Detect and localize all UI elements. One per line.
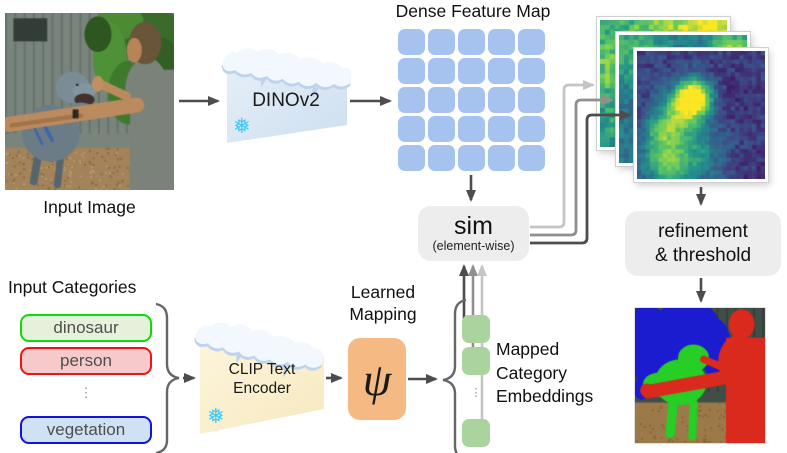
feature-cell — [398, 29, 425, 55]
similarity-map-front — [633, 47, 769, 183]
snowflake-icon: ❅ — [207, 404, 225, 428]
feature-cell — [428, 29, 455, 55]
psi-symbol: ψ — [362, 353, 392, 405]
segmentation-output — [634, 307, 766, 444]
feature-cell — [428, 145, 455, 171]
clip-label-line1: CLIP Text — [228, 361, 296, 378]
embedding-cell-2 — [462, 347, 490, 375]
embedding-cell-1 — [462, 315, 490, 343]
mapped-embeddings-line2: Category — [496, 362, 568, 383]
feature-cell — [488, 29, 515, 55]
category-label: vegetation — [46, 420, 126, 439]
dinov2-banner-shape — [221, 48, 352, 143]
sim-sublabel: (element-wise) — [432, 239, 515, 253]
category-label: person — [60, 351, 112, 370]
categories-ellipsis: ⋮ — [79, 385, 93, 400]
snowflake-icon: ❅ — [233, 114, 251, 138]
feature-cell — [518, 29, 545, 55]
feature-cell — [458, 29, 485, 55]
refinement-threshold-block: refinement & threshold — [625, 211, 781, 276]
snow-cap — [194, 322, 324, 378]
feature-cell — [428, 58, 455, 84]
clip-text-encoder-block: CLIP Text Encoder ❅ — [192, 316, 332, 442]
mapped-embeddings-line1: Mapped — [496, 339, 560, 359]
categories-brace — [155, 302, 180, 453]
feature-cell — [398, 58, 425, 84]
learned-mapping-line1: Learned — [350, 282, 416, 302]
psi-mapping-block: ψ — [348, 338, 406, 420]
feature-cell — [518, 87, 545, 113]
feature-cell — [488, 116, 515, 142]
feature-cell — [398, 145, 425, 171]
mapped-embeddings-label: Mapped Category Embeddings — [496, 338, 593, 409]
mapped-embeddings-line3: Embeddings — [496, 386, 594, 406]
dense-feature-grid — [398, 29, 545, 171]
input-categories-title: Input Categories — [8, 277, 137, 297]
feature-cell — [458, 87, 485, 113]
similarity-heatmap-canvas — [637, 51, 765, 179]
category-box-person: person — [20, 347, 152, 375]
feature-cell — [428, 87, 455, 113]
feature-cell — [458, 116, 485, 142]
dinov2-encoder-block: DINOv2 ❅ — [220, 28, 352, 152]
learned-mapping-line2: Mapping — [349, 304, 417, 324]
sim-label: sim — [454, 212, 493, 240]
feature-cell — [518, 116, 545, 142]
learned-mapping-label: Learned Mapping — [338, 281, 428, 325]
snow-cap — [221, 48, 352, 99]
feature-cell — [488, 145, 515, 171]
feature-cell — [398, 87, 425, 113]
category-box-dinosaur: dinosaur — [20, 314, 152, 342]
input-photo — [5, 13, 174, 190]
feature-cell — [428, 116, 455, 142]
feature-cell — [488, 58, 515, 84]
embedding-cell-3 — [462, 419, 490, 447]
category-label: dinosaur — [53, 318, 119, 337]
feature-cell — [398, 116, 425, 142]
sim-block: sim (element-wise) — [418, 206, 529, 261]
input-image-label: Input Image — [43, 197, 136, 217]
feature-cell — [488, 87, 515, 113]
refinement-line2: & threshold — [654, 244, 752, 266]
feature-cell — [518, 58, 545, 84]
feature-cell — [518, 145, 545, 171]
category-box-vegetation: vegetation — [20, 416, 152, 444]
clip-encoder-label: CLIP Text Encoder — [192, 360, 332, 398]
clip-banner-shape — [194, 322, 324, 434]
refinement-line1: refinement — [658, 221, 748, 242]
dense-feature-map-title: Dense Feature Map — [395, 1, 551, 21]
feature-cell — [458, 58, 485, 84]
clip-label-line2: Encoder — [233, 380, 291, 397]
dinov2-label: DINOv2 — [252, 90, 320, 111]
feature-cell — [458, 145, 485, 171]
embeddings-ellipsis: ⋮ — [470, 387, 482, 399]
